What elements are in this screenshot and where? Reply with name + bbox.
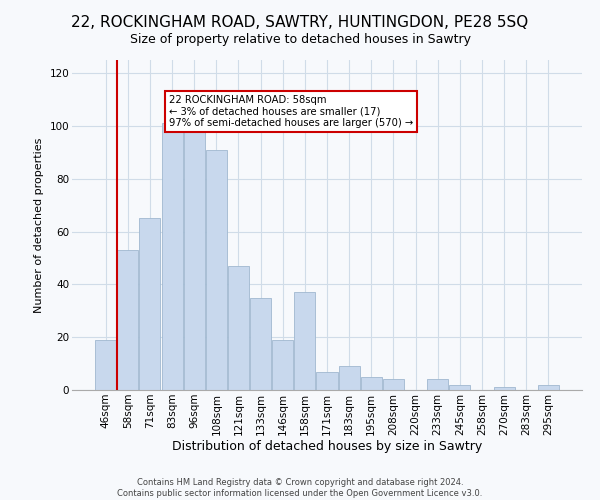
Bar bbox=[184, 132, 205, 390]
Bar bbox=[449, 384, 470, 390]
Bar bbox=[228, 266, 249, 390]
Bar bbox=[494, 388, 515, 390]
Bar bbox=[383, 380, 404, 390]
Bar bbox=[361, 377, 382, 390]
Bar bbox=[316, 372, 338, 390]
Bar bbox=[295, 292, 316, 390]
Text: 22 ROCKINGHAM ROAD: 58sqm
← 3% of detached houses are smaller (17)
97% of semi-d: 22 ROCKINGHAM ROAD: 58sqm ← 3% of detach… bbox=[169, 94, 413, 128]
Text: 22, ROCKINGHAM ROAD, SAWTRY, HUNTINGDON, PE28 5SQ: 22, ROCKINGHAM ROAD, SAWTRY, HUNTINGDON,… bbox=[71, 15, 529, 30]
Text: Contains HM Land Registry data © Crown copyright and database right 2024.
Contai: Contains HM Land Registry data © Crown c… bbox=[118, 478, 482, 498]
X-axis label: Distribution of detached houses by size in Sawtry: Distribution of detached houses by size … bbox=[172, 440, 482, 454]
Bar bbox=[427, 380, 448, 390]
Bar bbox=[95, 340, 116, 390]
Bar bbox=[538, 384, 559, 390]
Bar bbox=[338, 366, 359, 390]
Bar bbox=[272, 340, 293, 390]
Bar bbox=[206, 150, 227, 390]
Text: Size of property relative to detached houses in Sawtry: Size of property relative to detached ho… bbox=[130, 32, 470, 46]
Bar bbox=[161, 124, 182, 390]
Y-axis label: Number of detached properties: Number of detached properties bbox=[34, 138, 44, 312]
Bar bbox=[118, 250, 139, 390]
Bar bbox=[139, 218, 160, 390]
Bar bbox=[250, 298, 271, 390]
